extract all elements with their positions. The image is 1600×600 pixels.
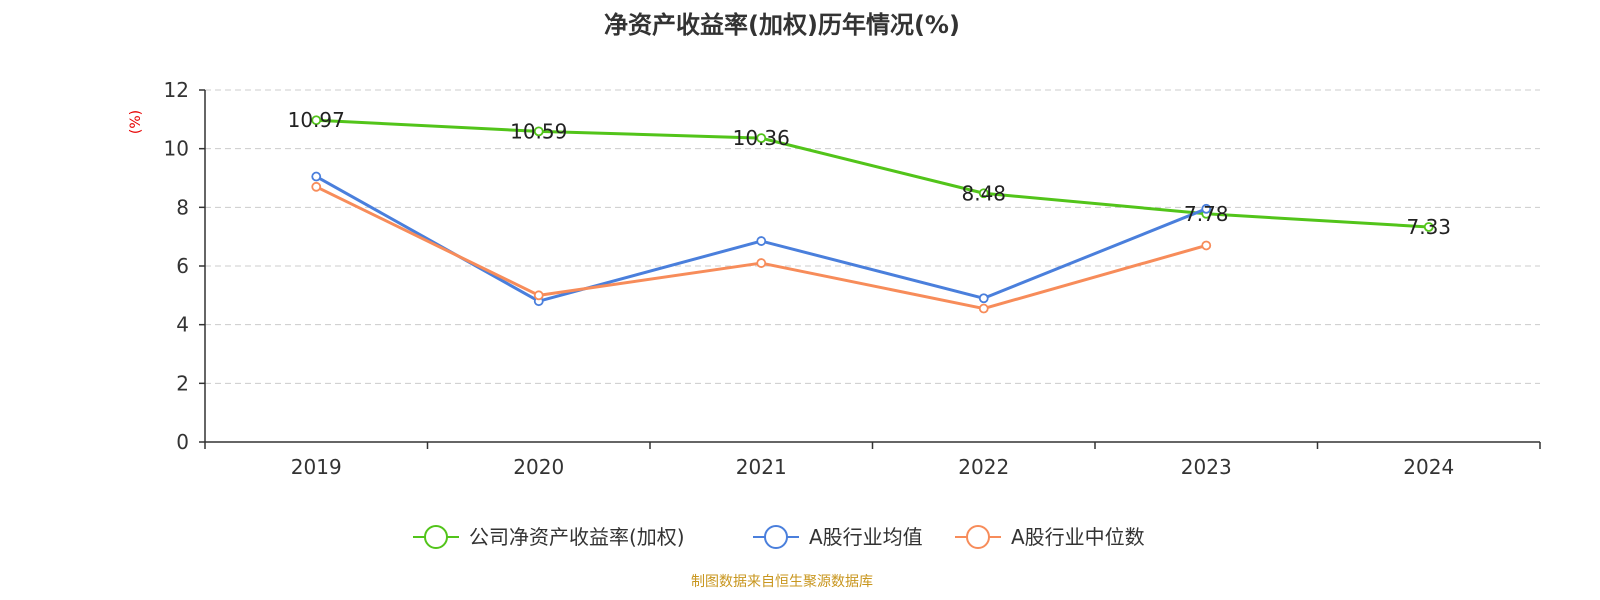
y-tick-label: 0 [176,430,189,454]
x-tick-label: 2023 [1181,455,1232,479]
x-tick-label: 2019 [291,455,342,479]
series-point-2 [978,303,989,314]
y-tick-label: 2 [176,371,189,395]
series-point-0 [533,126,544,137]
y-axis-label: (%) [128,110,144,134]
x-tick-label: 2022 [958,455,1009,479]
y-tick-label: 4 [176,313,189,337]
series-point-1 [311,171,322,182]
data-label: 7.78 [1184,202,1229,226]
series-point-2 [1201,240,1212,251]
legend-marker-0 [424,525,448,549]
legend-label-2: A股行业中位数 [1011,525,1145,549]
series-point-0 [756,133,767,144]
series-line-0 [316,118,1429,229]
series-lines [311,115,1434,314]
legend-marker-1 [764,525,788,549]
data-label: 10.97 [288,108,345,132]
y-tick-label: 6 [176,254,189,278]
axes: 0 2 4 6 8 10 12 2019 2020 2021 2022 2023 2024 [164,78,1541,479]
data-label: 7.33 [1406,215,1451,239]
source-note: 制图数据来自恒生聚源数据库 [691,574,873,590]
series-point-0 [311,115,322,126]
series-point-1 [756,236,767,246]
y-tick-label: 10 [164,137,189,161]
y-tick-label: 8 [176,195,189,219]
series-point-1 [1201,203,1212,214]
legend-marker-2 [966,525,990,549]
legend-label-1: A股行业均值 [809,525,923,549]
legend: 公司净资产收益率(加权) A股行业均值 A股行业中位数 [413,525,1145,549]
series-point-2 [311,181,322,192]
data-label: 10.59 [510,119,567,143]
series-point-0 [1423,222,1434,232]
chart-title: 净资产收益率(加权)历年情况(%) [604,11,960,39]
grid-lines [205,89,1540,384]
series-point-2 [756,258,767,268]
series-point-0 [978,188,989,199]
series-line-2 [315,185,1207,311]
data-label: 8.48 [961,181,1006,205]
x-tick-label: 2021 [736,455,787,479]
y-tick-label: 12 [164,78,189,102]
data-labels: 10.97 10.59 10.36 8.48 7.78 7.33 [288,108,1451,239]
legend-label-0: 公司净资产收益率(加权) [469,525,685,549]
series-point-1 [978,293,989,304]
series-point-2 [533,290,544,301]
x-tick-label: 2024 [1403,455,1454,479]
x-tick-label: 2020 [513,455,564,479]
data-label: 10.36 [733,126,790,150]
